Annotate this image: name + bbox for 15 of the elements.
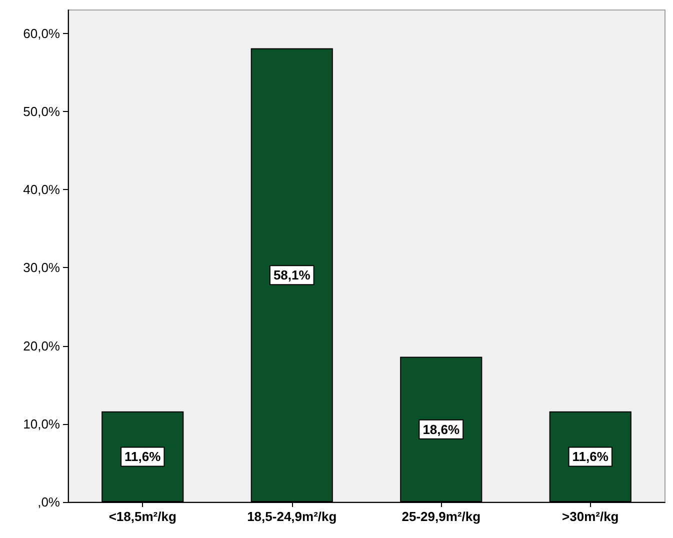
data-label: 18,6% — [422, 422, 460, 437]
data-label: 11,6% — [572, 449, 609, 464]
y-tick-label: 60,0% — [23, 26, 60, 41]
x-tick-label: <18,5m²/kg — [108, 509, 176, 524]
x-tick-label: >30m²/kg — [562, 509, 619, 524]
y-tick-label: 50,0% — [23, 104, 60, 120]
data-label: 11,6% — [124, 449, 162, 464]
data-label: 58,1% — [273, 268, 311, 283]
y-tick-label: 30,0% — [23, 260, 60, 276]
y-tick-label: 20,0% — [23, 338, 60, 354]
y-tick-label: ,0% — [38, 494, 60, 510]
x-tick-label: 25-29,9m²/kg — [402, 509, 481, 524]
y-tick-label: 10,0% — [23, 416, 60, 432]
x-tick-label: 18,5-24,9m²/kg — [247, 509, 337, 524]
y-tick-label: 40,0% — [23, 182, 60, 198]
